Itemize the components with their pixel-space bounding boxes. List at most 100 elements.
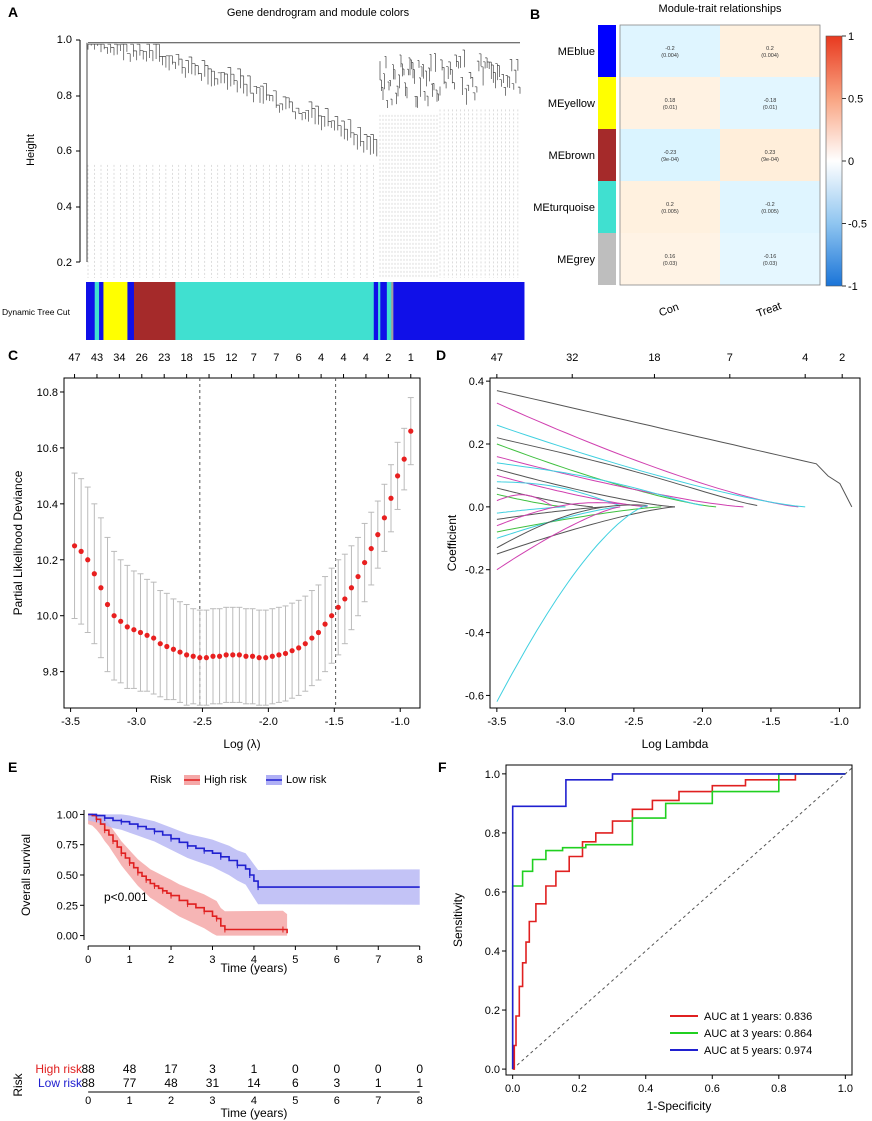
- d-x-tick-label: -3.0: [556, 716, 575, 728]
- coefficient-path: [496, 504, 648, 549]
- d-top-tick-label: 4: [802, 352, 808, 364]
- dendro-leaves: [439, 109, 519, 278]
- heatmap-cell: [720, 129, 820, 181]
- cv-point: [151, 635, 157, 641]
- cell-value: -0.2: [665, 46, 674, 52]
- risk-count: 77: [123, 1076, 137, 1090]
- cv-point: [118, 618, 124, 624]
- cell-value: 0.23: [765, 150, 776, 156]
- cv-point: [98, 585, 104, 591]
- f-y-tick-label: 0.4: [485, 946, 500, 958]
- cv-point: [157, 641, 163, 647]
- heatmap-cell: [620, 25, 720, 77]
- roc-curve: [512, 773, 846, 1070]
- row-color-swatch: [598, 233, 616, 285]
- cell-pvalue: (0.005): [761, 209, 779, 215]
- f-xlabel: 1-Specificity: [647, 1099, 712, 1113]
- module-segment: [103, 282, 128, 340]
- coefficient-path: [496, 462, 703, 506]
- coefficient-path: [496, 437, 758, 506]
- coefficient-path: [496, 494, 552, 506]
- cv-point: [263, 655, 269, 661]
- cv-point: [401, 456, 407, 462]
- d-top-tick-label: 47: [491, 352, 503, 364]
- colorbar-tick-label: -0.5: [848, 219, 867, 231]
- cv-point: [282, 650, 289, 657]
- c-x-tick-label: -3.5: [61, 716, 80, 728]
- panel-a-ytick-4: 0.4: [57, 201, 72, 213]
- cv-point: [177, 649, 183, 655]
- risk-x-tick-label: 7: [375, 1095, 381, 1107]
- cv-point: [362, 559, 368, 566]
- e-y-tick-label: 0.75: [57, 840, 78, 852]
- cell-pvalue: (0.004): [761, 53, 779, 59]
- f-y-tick-label: 0.2: [485, 1005, 500, 1017]
- cell-value: -0.16: [764, 254, 777, 260]
- d-y-tick-label: -0.4: [465, 628, 484, 640]
- cv-point: [342, 596, 348, 602]
- d-y-tick-label: 0.4: [469, 376, 484, 388]
- module-segment: [175, 282, 375, 340]
- risk-count: 48: [164, 1076, 178, 1090]
- risk-x-tick-label: 2: [168, 1095, 174, 1107]
- risk-count: 0: [333, 1062, 340, 1076]
- coefficient-path: [496, 502, 634, 527]
- cv-point: [348, 585, 355, 591]
- d-xlabel: Log Lambda: [642, 737, 709, 751]
- p-value-annotation: p<0.001: [104, 890, 148, 904]
- survival-curve: [88, 813, 288, 934]
- dendro-leaves: [379, 114, 438, 278]
- risk-row-label: High risk: [35, 1062, 83, 1076]
- cell-value: -0.2: [765, 202, 774, 208]
- cv-point: [190, 653, 196, 659]
- d-x-tick-label: -2.5: [624, 716, 643, 728]
- heatmap-cell: [720, 77, 820, 129]
- diagonal-reference: [512, 767, 853, 1070]
- panel-b-title: Module-trait relationships: [659, 3, 782, 15]
- legend-label: AUC at 1 years: 0.836: [704, 1011, 812, 1023]
- coefficient-path: [496, 505, 648, 702]
- e-x-tick-label: 0: [85, 954, 91, 966]
- e-x-tick-label: 3: [209, 954, 215, 966]
- cell-pvalue: (9e-04): [661, 157, 679, 163]
- colorbar-tick-label: 0: [848, 156, 854, 168]
- panel-letter-b: B: [530, 6, 540, 22]
- roc-curve: [511, 773, 846, 1070]
- c-y-tick-label: 10.0: [37, 611, 58, 623]
- panel-a-title: Gene dendrogram and module colors: [227, 7, 410, 19]
- f-x-tick-label: 0.2: [572, 1083, 587, 1095]
- row-label: MEgrey: [557, 254, 595, 266]
- row-color-swatch: [598, 181, 616, 233]
- colorbar-tick-label: -1: [848, 281, 858, 293]
- e-ylabel: Overall survival: [19, 834, 33, 916]
- cell-value: 0.2: [766, 46, 774, 52]
- cv-point: [124, 624, 130, 630]
- f-y-tick-label: 0.8: [485, 828, 500, 840]
- module-segment: [391, 282, 394, 340]
- cv-point: [355, 573, 361, 580]
- risk-count: 0: [375, 1062, 382, 1076]
- dynamic-tree-cut-label: Dynamic Tree Cut: [2, 307, 71, 317]
- dendro-cluster: [379, 53, 439, 108]
- d-y-tick-label: 0.2: [469, 439, 484, 451]
- cell-pvalue: (9e-04): [761, 157, 779, 163]
- coefficient-path: [496, 468, 676, 508]
- coefficient-path: [496, 424, 806, 508]
- heatmap-cell: [620, 129, 720, 181]
- legend-label: AUC at 3 years: 0.864: [704, 1028, 812, 1040]
- c-top-tick-label: 6: [296, 352, 302, 364]
- module-segment: [380, 282, 388, 340]
- legend-label-high: High risk: [204, 774, 247, 786]
- coefficient-path: [496, 506, 621, 539]
- cv-point: [210, 653, 216, 659]
- cv-point: [388, 495, 394, 501]
- module-segment: [133, 282, 176, 340]
- e-x-tick-label: 2: [168, 954, 174, 966]
- risk-count: 0: [416, 1062, 423, 1076]
- c-x-tick-label: -1.0: [391, 716, 410, 728]
- dendro-cluster: [439, 49, 521, 105]
- module-segment: [373, 282, 379, 340]
- coefficient-path: [496, 456, 744, 508]
- risk-x-tick-label: 0: [85, 1095, 91, 1107]
